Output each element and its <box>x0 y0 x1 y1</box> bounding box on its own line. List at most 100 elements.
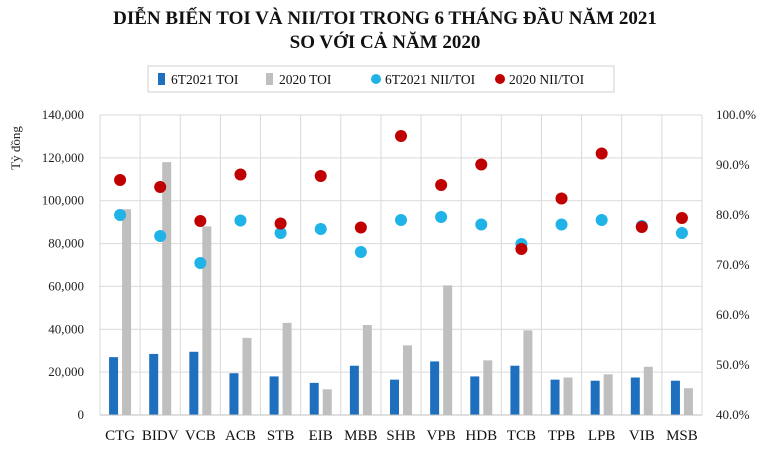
point-6t2021-nii-toi-lpb <box>595 214 608 226</box>
gridlines <box>99 114 703 416</box>
y-tick-label: 40,000 <box>48 321 84 336</box>
y-tick-label: 120,000 <box>42 150 84 165</box>
point-2020-nii-toi-vpb <box>435 179 448 191</box>
chart-title-line-1: DIỄN BIẾN TOI VÀ NII/TOI TRONG 6 THÁNG Đ… <box>113 8 657 29</box>
bar-6t2021-toi-msb <box>670 380 680 415</box>
y2-tick-label: 80.0% <box>716 207 750 222</box>
legend-swatch <box>266 73 273 85</box>
bar-6t2021-toi-ctg <box>109 357 119 415</box>
point-2020-nii-toi-hdb <box>475 158 488 171</box>
y-axis-left: 0 20,000 40,000 60,000 80,000 100,000 120,000 1… <box>42 107 84 422</box>
point-6t2021-nii-toi-vcb <box>194 257 207 269</box>
y-axis-label: Tỷ đồng <box>8 126 23 170</box>
bar-2020-toi-mbb <box>362 325 372 415</box>
point-2020-nii-toi-msb <box>675 212 688 224</box>
point-6t2021-nii-toi-shb <box>395 214 407 226</box>
y-tick-label: 60,000 <box>48 278 84 293</box>
y-axis-right: 40.0% 50.0% 60.0% 70.0% 80.0% 90.0% 100.0% <box>716 107 756 422</box>
chart-title-line-2: SO VỚI CẢ NĂM 2020 <box>289 32 481 53</box>
bar-6t2021-toi-tpb <box>550 379 560 415</box>
y2-tick-label: 60.0% <box>716 307 750 322</box>
point-6t2021-nii-toi-bidv <box>154 230 167 242</box>
x-tick-label: HDB <box>465 428 497 444</box>
point-6t2021-nii-toi-msb <box>675 227 688 239</box>
bar-6t2021-toi-hdb <box>470 376 480 415</box>
point-2020-nii-toi-bidv <box>154 181 167 193</box>
bar-2020-toi-vcb <box>202 226 212 415</box>
bar-2020-toi-eib <box>322 389 332 415</box>
legend-label: 6T2021 TOI <box>171 72 239 87</box>
point-2020-nii-toi-stb <box>274 217 287 230</box>
point-2020-nii-toi-lpb <box>595 147 608 160</box>
point-6t2021-nii-toi-eib <box>314 223 327 235</box>
x-tick-label: TCB <box>507 428 536 444</box>
bar-6t2021-toi-vpb <box>430 361 440 415</box>
x-tick-label: SHB <box>386 428 415 444</box>
legend-label: 2020 TOI <box>279 72 332 87</box>
x-tick-label: VIB <box>629 428 655 444</box>
bar-2020-toi-shb <box>403 345 412 415</box>
point-6t2021-nii-toi-mbb <box>354 246 367 258</box>
point-2020-nii-toi-shb <box>395 130 407 142</box>
x-tick-label: CTG <box>105 428 135 444</box>
point-2020-nii-toi-acb <box>234 168 247 181</box>
bar-2020-toi-stb <box>282 322 292 415</box>
x-axis: CTG BIDV VCB ACB STB EIB MBB SHB VPB HDB TCB TPB LPB… <box>100 414 702 444</box>
y-tick-label: 80,000 <box>48 236 84 251</box>
bar-2020-toi-ctg <box>122 209 132 415</box>
bar-6t2021-toi-shb <box>390 379 399 415</box>
legend-label: 2020 NII/TOI <box>509 72 585 87</box>
legend-swatch <box>495 74 505 84</box>
bar-6t2021-toi-vib <box>630 377 640 415</box>
bar-2020-toi-bidv <box>162 162 172 415</box>
bar-6t2021-toi-eib <box>309 382 319 415</box>
point-2020-nii-toi-vcb <box>194 215 207 227</box>
legend-label: 6T2021 NII/TOI <box>385 72 476 87</box>
y2-tick-label: 100.0% <box>716 107 756 122</box>
bar-2020-toi-hdb <box>483 360 493 415</box>
point-6t2021-nii-toi-hdb <box>475 218 488 231</box>
legend: 6T2021 TOI 2020 TOI 6T2021 NII/TOI 2020 NII… <box>158 72 585 87</box>
bar-2020-toi-msb <box>683 388 693 415</box>
point-2020-nii-toi-tcb <box>515 243 528 255</box>
x-tick-label: STB <box>267 428 295 444</box>
bar-2020-toi-acb <box>242 337 252 415</box>
y2-tick-label: 70.0% <box>716 257 750 272</box>
point-2020-nii-toi-eib <box>314 170 327 182</box>
y-tick-label: 20,000 <box>48 364 84 379</box>
point-6t2021-nii-toi-ctg <box>114 209 127 221</box>
x-tick-label: LPB <box>588 428 616 444</box>
x-tick-label: ACB <box>225 428 256 444</box>
point-6t2021-nii-toi-stb <box>274 227 287 239</box>
point-6t2021-nii-toi-tpb <box>555 218 568 231</box>
x-tick-label: VCB <box>185 428 216 444</box>
bar-2020-toi-vpb <box>443 285 453 415</box>
point-2020-nii-toi-ctg <box>114 174 127 186</box>
bars <box>109 162 693 415</box>
y-tick-label: 100,000 <box>42 193 84 208</box>
y-tick-label: 140,000 <box>42 107 84 122</box>
bar-6t2021-toi-bidv <box>149 353 159 415</box>
bar-6t2021-toi-vcb <box>189 351 199 415</box>
legend-swatch <box>158 73 165 85</box>
bar-6t2021-toi-lpb <box>590 380 600 415</box>
bar-6t2021-toi-stb <box>269 376 279 415</box>
bar-2020-toi-tpb <box>563 377 573 415</box>
bar-2020-toi-tcb <box>523 330 533 415</box>
y2-tick-label: 50.0% <box>716 357 750 372</box>
bar-6t2021-toi-mbb <box>349 365 359 415</box>
y2-tick-label: 90.0% <box>716 157 750 172</box>
bar-6t2021-toi-tcb <box>510 365 520 415</box>
bar-2020-toi-vib <box>643 366 653 415</box>
scatter-points <box>114 130 688 269</box>
bar-6t2021-toi-acb <box>229 373 239 415</box>
point-2020-nii-toi-tpb <box>555 192 568 205</box>
point-2020-nii-toi-mbb <box>354 221 367 234</box>
point-6t2021-nii-toi-vpb <box>435 211 448 223</box>
y2-tick-label: 40.0% <box>716 407 750 422</box>
x-tick-label: MBB <box>344 428 377 444</box>
y-tick-label: 0 <box>78 407 85 422</box>
x-tick-label: TPB <box>548 428 576 444</box>
